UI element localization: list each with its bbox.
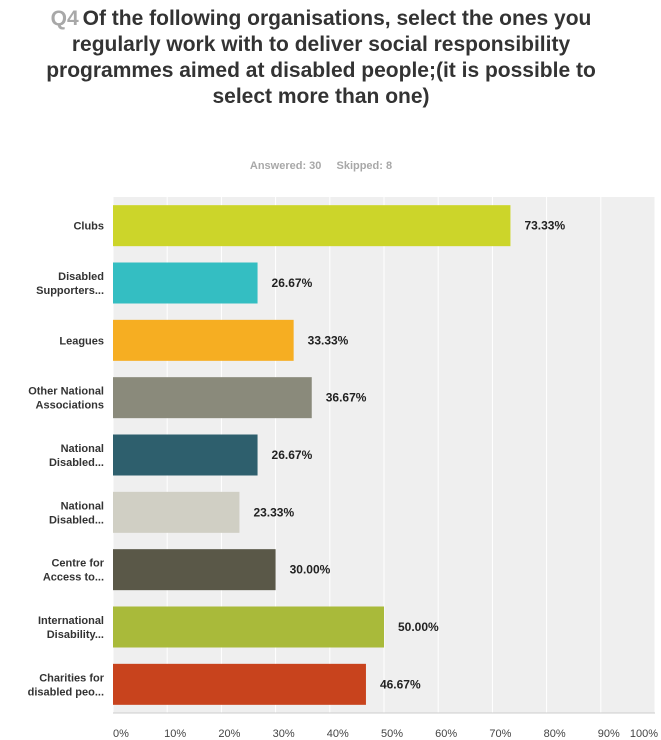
bar[interactable] xyxy=(113,319,294,361)
category-label: National Disabled... xyxy=(49,443,104,469)
x-tick-label: 10% xyxy=(164,728,186,740)
category-label: International Disability... xyxy=(38,615,104,641)
category-label-line: Other National xyxy=(28,386,104,398)
x-tick-label: 30% xyxy=(273,728,295,740)
skipped-count: Skipped: 8 xyxy=(336,160,393,172)
category-label: Clubs xyxy=(73,221,104,233)
x-tick-label: 20% xyxy=(218,728,240,740)
response-summary: Answered: 30 Skipped: 8 xyxy=(0,160,642,172)
x-tick-label: 80% xyxy=(544,728,566,740)
bar[interactable] xyxy=(113,549,276,591)
data-label: 50.00% xyxy=(398,620,439,634)
category-label-line: Leagues xyxy=(59,335,104,347)
x-tick-label: 50% xyxy=(381,728,403,740)
x-tick-label: 60% xyxy=(435,728,457,740)
category-label-line: Disabled... xyxy=(49,457,104,469)
category-label: Leagues xyxy=(59,335,104,347)
bar[interactable] xyxy=(113,434,258,476)
data-label: 73.33% xyxy=(524,219,565,233)
data-label: 30.00% xyxy=(290,563,331,577)
bar[interactable] xyxy=(113,606,384,648)
bar[interactable] xyxy=(113,377,312,419)
data-label: 26.67% xyxy=(272,276,313,290)
category-label-line: Charities for xyxy=(39,672,105,684)
x-tick-label: 0% xyxy=(113,728,129,740)
x-tick-label: 70% xyxy=(489,728,511,740)
category-label-line: National xyxy=(61,500,104,512)
bar[interactable] xyxy=(113,663,366,705)
category-label-line: International xyxy=(38,615,104,627)
category-label-line: Disabled... xyxy=(49,514,104,526)
data-label: 23.33% xyxy=(253,505,294,519)
question-text: Of the following organisations, select t… xyxy=(46,7,596,108)
category-label-line: Supporters... xyxy=(36,285,104,297)
category-label: Charities for disabled peo... xyxy=(28,672,105,698)
data-label: 33.33% xyxy=(308,333,349,347)
category-label-line: Access to... xyxy=(43,572,104,584)
question-number: Q4 xyxy=(50,7,79,30)
category-label: Centre for Access to... xyxy=(43,558,105,584)
bar[interactable] xyxy=(113,491,240,533)
x-tick-label: 90% xyxy=(598,728,620,740)
chart-title: Q4 Of the following organisations, select… xyxy=(40,6,602,110)
category-label: Disabled Supporters... xyxy=(36,271,104,297)
bar[interactable] xyxy=(113,262,258,304)
x-tick-label: 40% xyxy=(327,728,349,740)
category-label-line: Disability... xyxy=(47,629,104,641)
category-label-line: Centre for xyxy=(51,558,104,570)
category-label-line: Associations xyxy=(36,400,104,412)
category-label: Other National Associations xyxy=(28,386,104,412)
category-label-line: Clubs xyxy=(73,221,104,233)
category-label-line: National xyxy=(61,443,104,455)
category-label-line: disabled peo... xyxy=(28,686,104,698)
data-label: 26.67% xyxy=(272,448,313,462)
bar[interactable] xyxy=(113,205,511,247)
data-label: 36.67% xyxy=(326,391,367,405)
category-label-line: Disabled xyxy=(58,271,104,283)
data-label: 46.67% xyxy=(380,677,421,691)
x-tick-label: 100% xyxy=(630,728,658,740)
answered-count: Answered: 30 xyxy=(249,160,322,172)
category-label: National Disabled... xyxy=(49,500,104,526)
